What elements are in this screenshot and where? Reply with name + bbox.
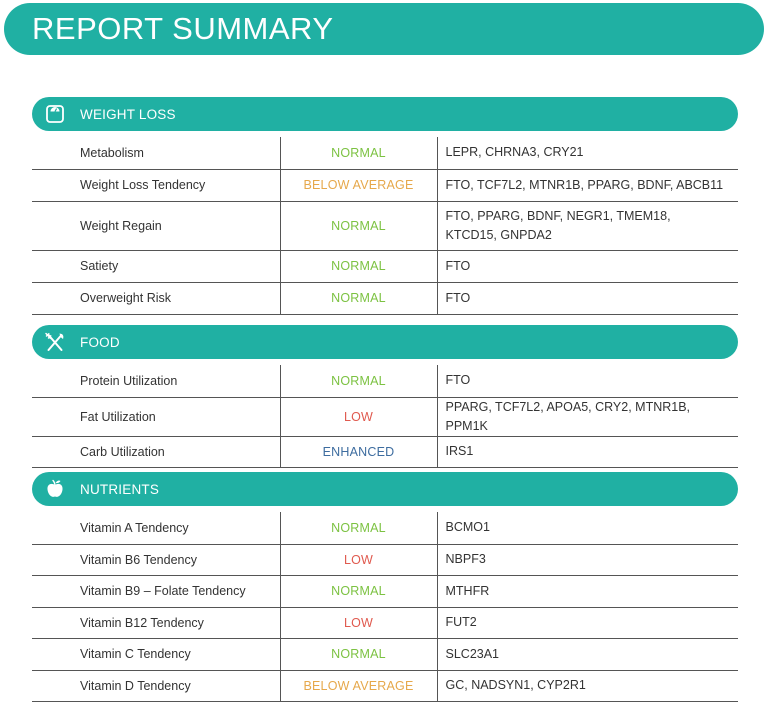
apple-icon [42, 476, 68, 502]
trait-name: Satiety [32, 250, 281, 283]
table-row: Protein Utilization NORMAL FTO [32, 365, 738, 398]
trait-name: Vitamin B9 – Folate Tendency [32, 575, 281, 608]
section-title: WEIGHT LOSS [80, 106, 176, 122]
status-label: NORMAL [280, 575, 438, 608]
table-row: Overweight Risk NORMAL FTO [32, 282, 738, 315]
gene-list: FUT2 [437, 607, 738, 639]
gene-list: FTO [437, 365, 738, 398]
gene-list: IRS1 [437, 436, 738, 468]
trait-name: Vitamin B6 Tendency [32, 544, 281, 576]
trait-name: Weight Loss Tendency [32, 169, 281, 202]
trait-name: Metabolism [32, 137, 281, 170]
table-row: Vitamin B6 Tendency LOW NBPF3 [32, 544, 738, 576]
scale-icon [42, 101, 68, 127]
section-title: NUTRIENTS [80, 481, 160, 497]
status-label: BELOW AVERAGE [280, 670, 438, 702]
section-header-weight-loss: WEIGHT LOSS [32, 97, 738, 131]
gene-list: MTHFR [437, 575, 738, 608]
status-label: BELOW AVERAGE [280, 169, 438, 202]
trait-name: Vitamin D Tendency [32, 670, 281, 702]
gene-list: SLC23A1 [437, 638, 738, 671]
gene-list: FTO, PPARG, BDNF, NEGR1, TMEM18, KTCD15,… [437, 201, 738, 251]
section-title: FOOD [80, 334, 120, 350]
status-label: LOW [280, 607, 438, 639]
status-label: NORMAL [280, 137, 438, 170]
table-row: Weight Regain NORMAL FTO, PPARG, BDNF, N… [32, 201, 738, 251]
table-row: Weight Loss Tendency BELOW AVERAGE FTO, … [32, 169, 738, 202]
trait-name: Overweight Risk [32, 282, 281, 315]
food-table: Protein Utilization NORMAL FTO Fat Utili… [32, 365, 738, 468]
table-row: Metabolism NORMAL LEPR, CHRNA3, CRY21 [32, 137, 738, 170]
table-row: Vitamin B12 Tendency LOW FUT2 [32, 607, 738, 639]
table-row: Fat Utilization LOW PPARG, TCF7L2, APOA5… [32, 397, 738, 437]
status-label: NORMAL [280, 201, 438, 251]
fork-knife-icon [42, 329, 68, 355]
nutrients-table: Vitamin A Tendency NORMAL BCMO1 Vitamin … [32, 512, 738, 702]
trait-name: Weight Regain [32, 201, 281, 251]
section-header-nutrients: NUTRIENTS [32, 472, 738, 506]
status-label: LOW [280, 544, 438, 576]
page-title: REPORT SUMMARY [32, 11, 334, 46]
table-row: Vitamin D Tendency BELOW AVERAGE GC, NAD… [32, 670, 738, 702]
gene-list: FTO [437, 250, 738, 283]
status-label: ENHANCED [280, 436, 438, 468]
table-row: Vitamin C Tendency NORMAL SLC23A1 [32, 638, 738, 671]
table-row: Vitamin A Tendency NORMAL BCMO1 [32, 512, 738, 545]
weight-loss-table: Metabolism NORMAL LEPR, CHRNA3, CRY21 We… [32, 137, 738, 315]
gene-list: NBPF3 [437, 544, 738, 576]
table-row: Vitamin B9 – Folate Tendency NORMAL MTHF… [32, 575, 738, 608]
gene-list: BCMO1 [437, 512, 738, 545]
gene-list: LEPR, CHRNA3, CRY21 [437, 137, 738, 170]
status-label: LOW [280, 397, 438, 437]
table-row: Carb Utilization ENHANCED IRS1 [32, 436, 738, 468]
status-label: NORMAL [280, 638, 438, 671]
status-label: NORMAL [280, 365, 438, 398]
gene-list: PPARG, TCF7L2, APOA5, CRY2, MTNR1B, PPM1… [437, 397, 738, 437]
trait-name: Vitamin C Tendency [32, 638, 281, 671]
trait-name: Vitamin A Tendency [32, 512, 281, 545]
trait-name: Carb Utilization [32, 436, 281, 468]
report-title-banner: REPORT SUMMARY [4, 3, 764, 55]
trait-name: Protein Utilization [32, 365, 281, 398]
table-row: Satiety NORMAL FTO [32, 250, 738, 283]
status-label: NORMAL [280, 282, 438, 315]
gene-list: FTO [437, 282, 738, 315]
trait-name: Fat Utilization [32, 397, 281, 437]
status-label: NORMAL [280, 250, 438, 283]
section-header-food: FOOD [32, 325, 738, 359]
status-label: NORMAL [280, 512, 438, 545]
gene-list: GC, NADSYN1, CYP2R1 [437, 670, 738, 702]
trait-name: Vitamin B12 Tendency [32, 607, 281, 639]
gene-list: FTO, TCF7L2, MTNR1B, PPARG, BDNF, ABCB11 [437, 169, 738, 202]
